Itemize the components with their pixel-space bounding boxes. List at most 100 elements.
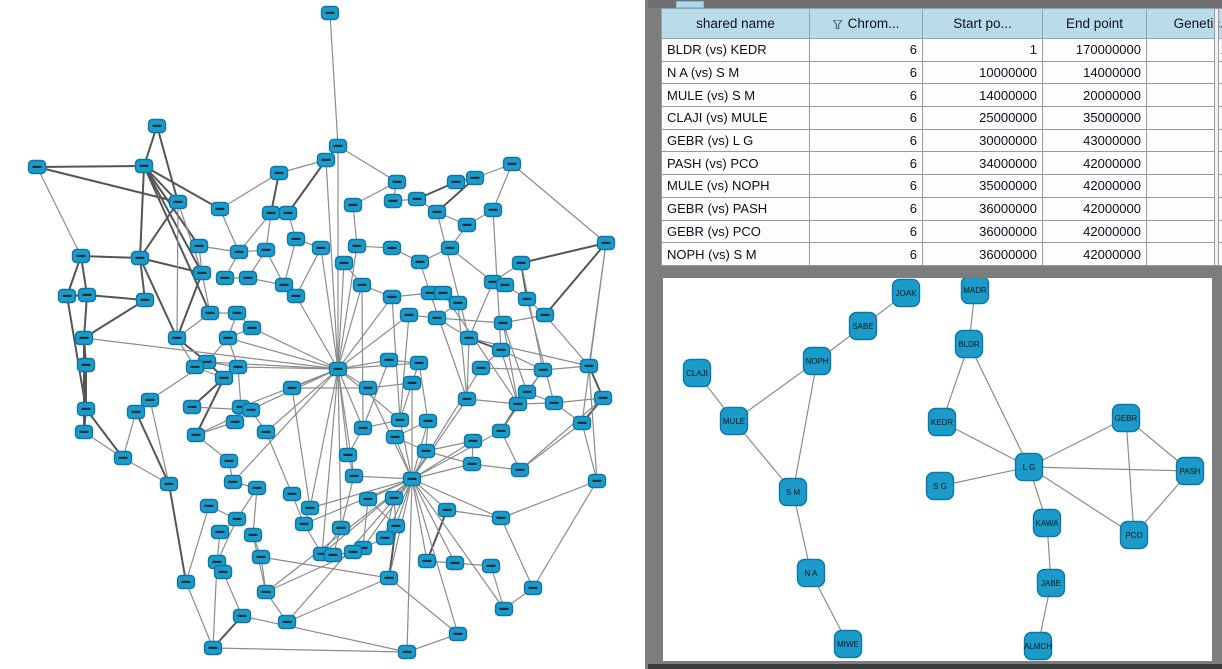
cell-value[interactable]: 36000000	[922, 242, 1043, 266]
cell-value[interactable]: 16.9	[1146, 128, 1222, 153]
network-node[interactable]	[300, 500, 320, 516]
network-node[interactable]	[57, 288, 77, 304]
network-node[interactable]	[126, 404, 146, 420]
node-shape[interactable]	[796, 558, 826, 588]
network-node[interactable]	[74, 424, 94, 440]
network-node[interactable]	[147, 118, 167, 134]
network-node[interactable]	[471, 360, 491, 376]
network-node[interactable]	[347, 238, 367, 254]
network-node[interactable]	[269, 165, 289, 181]
network-node[interactable]	[140, 392, 160, 408]
network-node[interactable]	[511, 255, 531, 271]
network-node[interactable]	[311, 240, 331, 256]
network-node[interactable]: GEBR	[1111, 403, 1141, 433]
table-row[interactable]: PASH (vs) PCO6340000004200000011.4	[661, 151, 1222, 176]
edge-attribute-table[interactable]: shared name Chrom... Start po... End point G…	[661, 8, 1222, 266]
cell-shared-name[interactable]: GEBR (vs) L G	[661, 128, 810, 153]
network-node[interactable]	[334, 255, 354, 271]
network-node[interactable]	[448, 295, 468, 311]
subnetwork-canvas[interactable]: JOAK MADR SABE BLDR NOPH CLAJI MULE KEDR GEBR L G…	[663, 275, 1212, 661]
network-node[interactable]: BLDR	[954, 329, 984, 359]
cell-value[interactable]: 10.5	[1146, 174, 1222, 198]
node-shape[interactable]	[682, 358, 712, 388]
table-row[interactable]: GEBR (vs) PCO636000000420000008.4	[661, 219, 1222, 244]
network-edge[interactable]	[1125, 417, 1135, 536]
network-node[interactable]	[463, 433, 483, 449]
network-node[interactable]	[481, 558, 501, 574]
network-node[interactable]	[328, 138, 348, 154]
network-node[interactable]	[328, 361, 348, 377]
network-edge[interactable]	[1028, 417, 1127, 468]
network-node[interactable]	[182, 399, 202, 415]
network-node[interactable]	[176, 574, 196, 590]
node-shape[interactable]	[1032, 508, 1062, 538]
node-shape[interactable]	[1014, 452, 1044, 482]
network-node[interactable]	[227, 305, 247, 321]
network-node[interactable]	[390, 412, 410, 428]
cell-shared-name[interactable]: N A (vs) S M	[661, 60, 810, 85]
network-node[interactable]	[409, 355, 429, 371]
network-node[interactable]	[323, 547, 343, 563]
network-node[interactable]	[535, 307, 555, 323]
cell-shared-name[interactable]: MULE (vs) NOPH	[661, 174, 810, 198]
node-shape[interactable]	[1119, 520, 1149, 550]
cell-value[interactable]: 6	[809, 151, 923, 176]
node-shape[interactable]	[802, 346, 832, 376]
cell-shared-name[interactable]: BLDR (vs) KEDR	[661, 38, 810, 62]
cell-value[interactable]: 6.6	[1146, 60, 1222, 85]
network-node[interactable]	[382, 240, 402, 256]
network-node[interactable]	[186, 427, 206, 443]
table-scrollbar-track[interactable]	[1214, 8, 1219, 266]
network-node[interactable]	[375, 530, 395, 546]
table-row[interactable]: N A (vs) S M610000000140000006.6	[661, 60, 1222, 85]
network-edge[interactable]	[1028, 466, 1135, 536]
network-edge[interactable]	[939, 466, 1030, 487]
node-shape[interactable]	[833, 629, 863, 659]
network-node[interactable]	[579, 358, 599, 374]
network-node[interactable]	[418, 413, 438, 429]
cell-shared-name[interactable]: GEBR (vs) PASH	[661, 196, 810, 221]
network-node[interactable]	[410, 254, 430, 270]
network-node[interactable]: JOAK	[891, 278, 921, 308]
cell-shared-name[interactable]: PASH (vs) PCO	[661, 151, 810, 176]
table-row[interactable]: BLDR (vs) KEDR61170000000192.0	[661, 38, 1222, 62]
network-node[interactable]	[189, 238, 209, 254]
network-edge[interactable]	[792, 360, 818, 493]
network-node[interactable]	[223, 474, 243, 490]
cell-value[interactable]: 6	[809, 219, 923, 244]
network-node[interactable]: S M	[778, 477, 808, 507]
network-node[interactable]	[508, 396, 528, 412]
column-header-genetic[interactable]: Genetic...	[1146, 8, 1222, 39]
cell-value[interactable]: 35000000	[922, 174, 1043, 198]
cell-value[interactable]: 20000000	[1042, 83, 1147, 108]
network-node[interactable]	[159, 476, 179, 492]
cell-value[interactable]: 6	[809, 242, 923, 266]
network-node[interactable]	[491, 510, 511, 526]
network-node[interactable]	[379, 570, 399, 586]
network-node[interactable]	[76, 357, 96, 373]
network-node[interactable]: N A	[796, 558, 826, 588]
network-node[interactable]	[427, 310, 447, 326]
table-row[interactable]: GEBR (vs) PASH636000000420000008.9	[661, 196, 1222, 221]
cell-value[interactable]: 42000000	[1042, 242, 1147, 266]
network-node[interactable]: SABE	[848, 311, 878, 341]
node-shape[interactable]	[925, 471, 955, 501]
network-node[interactable]	[113, 450, 133, 466]
network-node[interactable]	[386, 518, 406, 534]
cell-value[interactable]: 6	[809, 60, 923, 85]
network-node[interactable]	[76, 401, 96, 417]
network-edge[interactable]	[941, 421, 1030, 468]
network-node[interactable]	[495, 277, 515, 293]
network-node[interactable]	[227, 511, 247, 527]
cell-value[interactable]: 36000000	[922, 219, 1043, 244]
network-node[interactable]	[379, 352, 399, 368]
node-shape[interactable]	[927, 407, 957, 437]
network-node[interactable]	[402, 471, 422, 487]
cell-value[interactable]: 6	[809, 128, 923, 153]
network-node[interactable]	[491, 342, 511, 358]
cell-value[interactable]: 1	[922, 38, 1043, 62]
network-node[interactable]: MADR	[960, 275, 990, 305]
node-shape[interactable]	[1036, 568, 1066, 598]
table-row[interactable]: GEBR (vs) L G6300000004300000016.9	[661, 128, 1222, 153]
node-shape[interactable]	[848, 311, 878, 341]
